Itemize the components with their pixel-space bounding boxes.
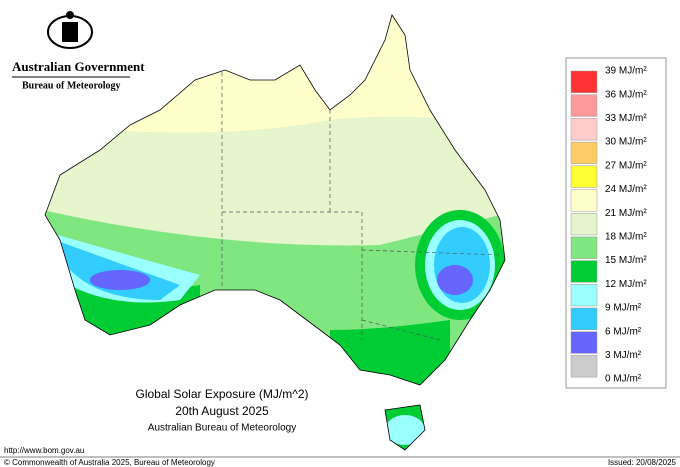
legend-label: 18 MJ/m² bbox=[605, 232, 647, 243]
footer-url: http://www.bom.gov.au bbox=[4, 446, 84, 455]
legend-swatch bbox=[570, 236, 598, 259]
legend-swatch bbox=[570, 355, 598, 378]
legend-label: 3 MJ/m² bbox=[605, 350, 642, 361]
legend-swatch bbox=[570, 189, 598, 212]
legend-swatch bbox=[570, 70, 598, 93]
legend-label: 21 MJ/m² bbox=[605, 208, 647, 219]
date-line: 20th August 2025 bbox=[175, 404, 269, 418]
legend-swatch bbox=[570, 118, 598, 141]
footer-copyright: © Commonwealth of Australia 2025, Bureau… bbox=[4, 458, 215, 467]
legend-label: 27 MJ/m² bbox=[605, 160, 647, 171]
legend: 39 MJ/m² 36 MJ/m² 33 MJ/m² 30 MJ/m² 27 MJ/m²… bbox=[570, 66, 647, 385]
legend-label: 12 MJ/m² bbox=[605, 279, 647, 290]
legend-swatch bbox=[570, 260, 598, 283]
legend-swatch bbox=[570, 331, 598, 354]
legend-label: 24 MJ/m² bbox=[605, 184, 647, 195]
legend-label: 33 MJ/m² bbox=[605, 113, 647, 124]
title-line: Global Solar Exposure (MJ/m^2) bbox=[135, 387, 308, 401]
legend-label: 15 MJ/m² bbox=[605, 255, 647, 266]
government-name: Australian Government bbox=[12, 59, 145, 74]
footer-issued: Issued: 20/08/2025 bbox=[608, 458, 677, 467]
state-borders bbox=[221, 72, 501, 341]
legend-swatch bbox=[570, 165, 598, 188]
legend-label: 30 MJ/m² bbox=[605, 137, 647, 148]
legend-swatch bbox=[570, 284, 598, 307]
agency-line: Australian Bureau of Meteorology bbox=[148, 423, 296, 434]
legend-swatch bbox=[570, 212, 598, 236]
legend-swatch bbox=[570, 141, 598, 165]
legend-label: 39 MJ/m² bbox=[605, 66, 647, 77]
crest bbox=[47, 11, 93, 49]
legend-label: 9 MJ/m² bbox=[605, 303, 642, 314]
legend-label: 36 MJ/m² bbox=[605, 89, 647, 100]
coastline bbox=[44, 14, 506, 451]
legend-label: 0 MJ/m² bbox=[605, 374, 642, 385]
legend-swatch bbox=[570, 307, 598, 330]
legend-swatch bbox=[570, 94, 598, 117]
agency-name: Bureau of Meteorology bbox=[22, 80, 121, 91]
legend-label: 6 MJ/m² bbox=[605, 326, 642, 337]
